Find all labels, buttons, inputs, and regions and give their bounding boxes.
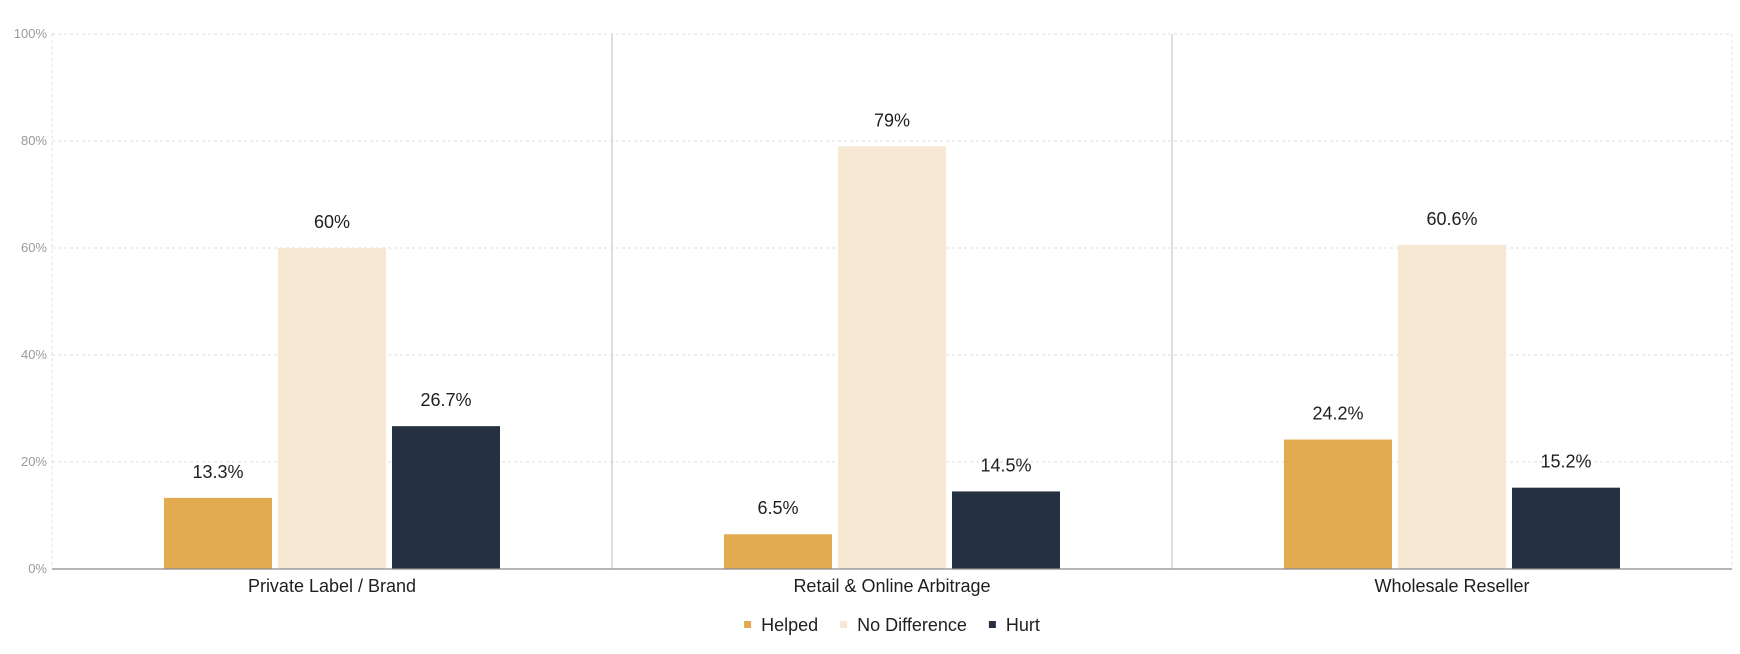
data-label: 13.3% [192,462,243,482]
bar-helped-2[interactable] [724,534,832,569]
x-category-label: Retail & Online Arbitrage [793,576,990,596]
legend-item-helped[interactable]: Helped [744,615,818,635]
x-category-label: Private Label / Brand [248,576,416,596]
bars [164,146,1620,570]
data-label: 14.5% [980,455,1031,475]
bar-no-difference-1[interactable] [278,248,386,569]
legend-label: No Difference [857,615,967,635]
data-label: 15.2% [1540,452,1591,472]
data-label: 60.6% [1426,209,1477,229]
data-label: 26.7% [420,390,471,410]
y-tick-label: 40% [21,347,47,362]
category-separators [611,34,1173,569]
y-tick-label: 20% [21,454,47,469]
legend-item-no-difference[interactable]: No Difference [840,615,967,635]
bar-hurt-2[interactable] [952,491,1060,569]
legend-label: Helped [761,615,818,635]
x-category-label: Wholesale Reseller [1374,576,1529,596]
bar-helped-3[interactable] [1284,439,1392,569]
legend-item-hurt[interactable]: Hurt [988,615,1040,635]
data-label: 24.2% [1312,404,1363,424]
legend[interactable]: Helped No Difference Hurt [744,615,1040,635]
legend-swatch [988,621,996,628]
y-tick-label: 60% [21,240,47,255]
bar-no-difference-2[interactable] [838,146,946,569]
y-tick-label: 0% [28,561,47,576]
legend-label: Hurt [1006,615,1040,635]
data-label: 79% [874,110,910,130]
data-labels: 13.3% 60% 26.7% 6.5% 79% 14.5% 24.2% 60.6% 15.2% [192,110,1591,518]
y-tick-label: 100% [14,26,48,41]
bar-no-difference-3[interactable] [1398,244,1506,570]
bar-helped-1[interactable] [164,497,272,569]
data-label: 60% [314,212,350,232]
legend-swatch [744,621,752,628]
y-tick-label: 80% [21,133,47,148]
bar-hurt-1[interactable] [392,426,500,569]
data-label: 6.5% [757,498,798,518]
axes: 0% 20% 40% 60% 80% 100% Private Label / Brand R… [14,26,1732,596]
legend-swatch [840,621,848,628]
bar-hurt-3[interactable] [1512,487,1620,569]
